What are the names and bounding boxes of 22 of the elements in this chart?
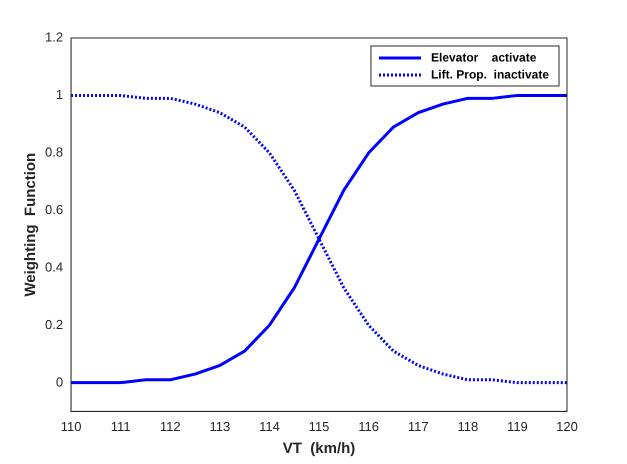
x-tick-label: 120 [556,418,578,434]
x-axis-title: VT (km/h) [282,440,356,458]
legend-label: Elevator activate [430,50,537,64]
x-tick-label: 117 [408,418,429,434]
y-tick-label: 0 [56,374,64,390]
x-tick-label: 110 [60,418,82,434]
x-tick-label: 111 [110,418,131,434]
x-tick-label: 112 [160,418,181,434]
y-tick-label: 0.2 [44,316,64,332]
y-axis-title: Weighting Function [22,152,40,297]
x-tick-label: 114 [259,418,280,434]
x-tick-label: 119 [507,418,528,434]
x-tick-label: 113 [209,418,230,434]
x-tick-label: 116 [358,418,379,434]
y-tick-label: 0.4 [44,259,64,274]
y-tick-label: 1 [56,87,64,102]
x-tick-label: 118 [457,418,478,434]
x-tick-label: 115 [308,418,330,434]
legend-label: Lift. Prop. inactivate [430,67,550,82]
y-tick-label: 0.6 [44,202,64,217]
y-tick-label: 0.8 [44,144,64,160]
y-tick-label: 1.2 [44,30,64,45]
